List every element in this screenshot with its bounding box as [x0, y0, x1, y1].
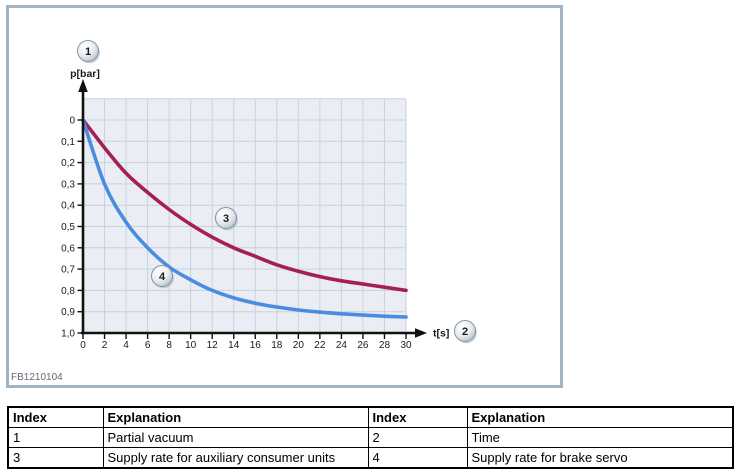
- legend-cell: Supply rate for brake servo: [466, 447, 734, 469]
- callout-time: [454, 320, 476, 342]
- callout-aux-consumer-curve: [215, 207, 237, 229]
- y-tick-label: 0,6: [61, 243, 75, 254]
- x-tick-label: 12: [207, 340, 219, 351]
- x-tick-label: 26: [357, 340, 369, 351]
- legend-header-cell: Explanation: [102, 406, 369, 428]
- legend-cell: 4: [367, 447, 468, 469]
- y-tick-label: 1,0: [61, 329, 75, 340]
- y-tick-label: 0,5: [61, 222, 75, 233]
- curve-callout-4: [81, 118, 408, 319]
- y-tick-label: 0,1: [61, 137, 75, 148]
- legend-header-cell: Index: [7, 406, 104, 428]
- legend-header-cell: Explanation: [466, 406, 734, 428]
- curve-callout-3: [81, 118, 408, 293]
- x-tick-label: 18: [271, 340, 283, 351]
- figure-code: FB1210104: [11, 372, 63, 383]
- legend-table: Index Explanation Index Explanation 1 Partia…: [7, 406, 734, 469]
- y-tick-label: 0,2: [61, 158, 75, 169]
- callout-brake-servo-curve: [151, 265, 173, 287]
- y-tick-label: 0,8: [61, 286, 75, 297]
- x-axis-title: t[s]: [433, 328, 449, 340]
- callout-partial-vacuum: [77, 40, 99, 62]
- y-tick-label: 0,9: [61, 307, 75, 318]
- callout-partial-vacuum-label: 1: [85, 46, 91, 58]
- callout-brake-servo-curve-label: 4: [159, 271, 166, 283]
- x-tick-label: 4: [123, 340, 129, 351]
- legend-header-row: Index Explanation Index Explanation: [7, 406, 734, 428]
- x-axis-arrow: [415, 328, 427, 338]
- y-tick-label: 0,4: [61, 201, 75, 212]
- legend-cell: 2: [367, 427, 468, 448]
- x-tick-label: 14: [228, 340, 240, 351]
- y-tick-label: 0,3: [61, 179, 75, 190]
- figure-panel: 0 2 4 6 8 10 12 14 16 18 20 22 24 26 28 30 0 0,1 0,2 0,3 0,4…: [6, 5, 563, 388]
- y-axis-title: p[bar]: [70, 68, 100, 80]
- x-tick-label: 24: [336, 340, 348, 351]
- legend-header-cell: Index: [367, 406, 468, 428]
- legend-cell: Partial vacuum: [102, 427, 369, 448]
- legend-cell: Supply rate for auxiliary consumer units: [102, 447, 369, 469]
- x-tick-label: 30: [400, 340, 412, 351]
- y-axis-arrow: [78, 79, 88, 92]
- vacuum-buildup-chart: 0 2 4 6 8 10 12 14 16 18 20 22 24 26 28 3000,10,20,30,4…: [61, 40, 477, 351]
- plot-area: [83, 98, 406, 333]
- y-tick-label: 0: [69, 116, 75, 127]
- legend-cell: 3: [7, 447, 104, 469]
- legend-row: 1 Partial vacuum 2 Time: [7, 427, 734, 448]
- x-tick-label: 28: [379, 340, 391, 351]
- x-tick-label: 22: [314, 340, 326, 351]
- x-tick-label: 0: [80, 340, 86, 351]
- x-tick-label: 10: [185, 340, 197, 351]
- x-tick-label: 6: [145, 340, 151, 351]
- callout-aux-consumer-curve-label: 3: [223, 213, 229, 225]
- legend-cell: Time: [466, 427, 734, 448]
- x-tick-label: 20: [293, 340, 305, 351]
- x-tick-label: 16: [250, 340, 262, 351]
- legend-row: 3 Supply rate for auxiliary consumer unit…: [7, 447, 734, 469]
- legend-cell: 1: [7, 427, 104, 448]
- x-tick-label: 2: [102, 340, 108, 351]
- x-tick-label: 8: [166, 340, 172, 351]
- callout-time-label: 2: [462, 326, 468, 338]
- y-tick-label: 0,7: [61, 265, 75, 276]
